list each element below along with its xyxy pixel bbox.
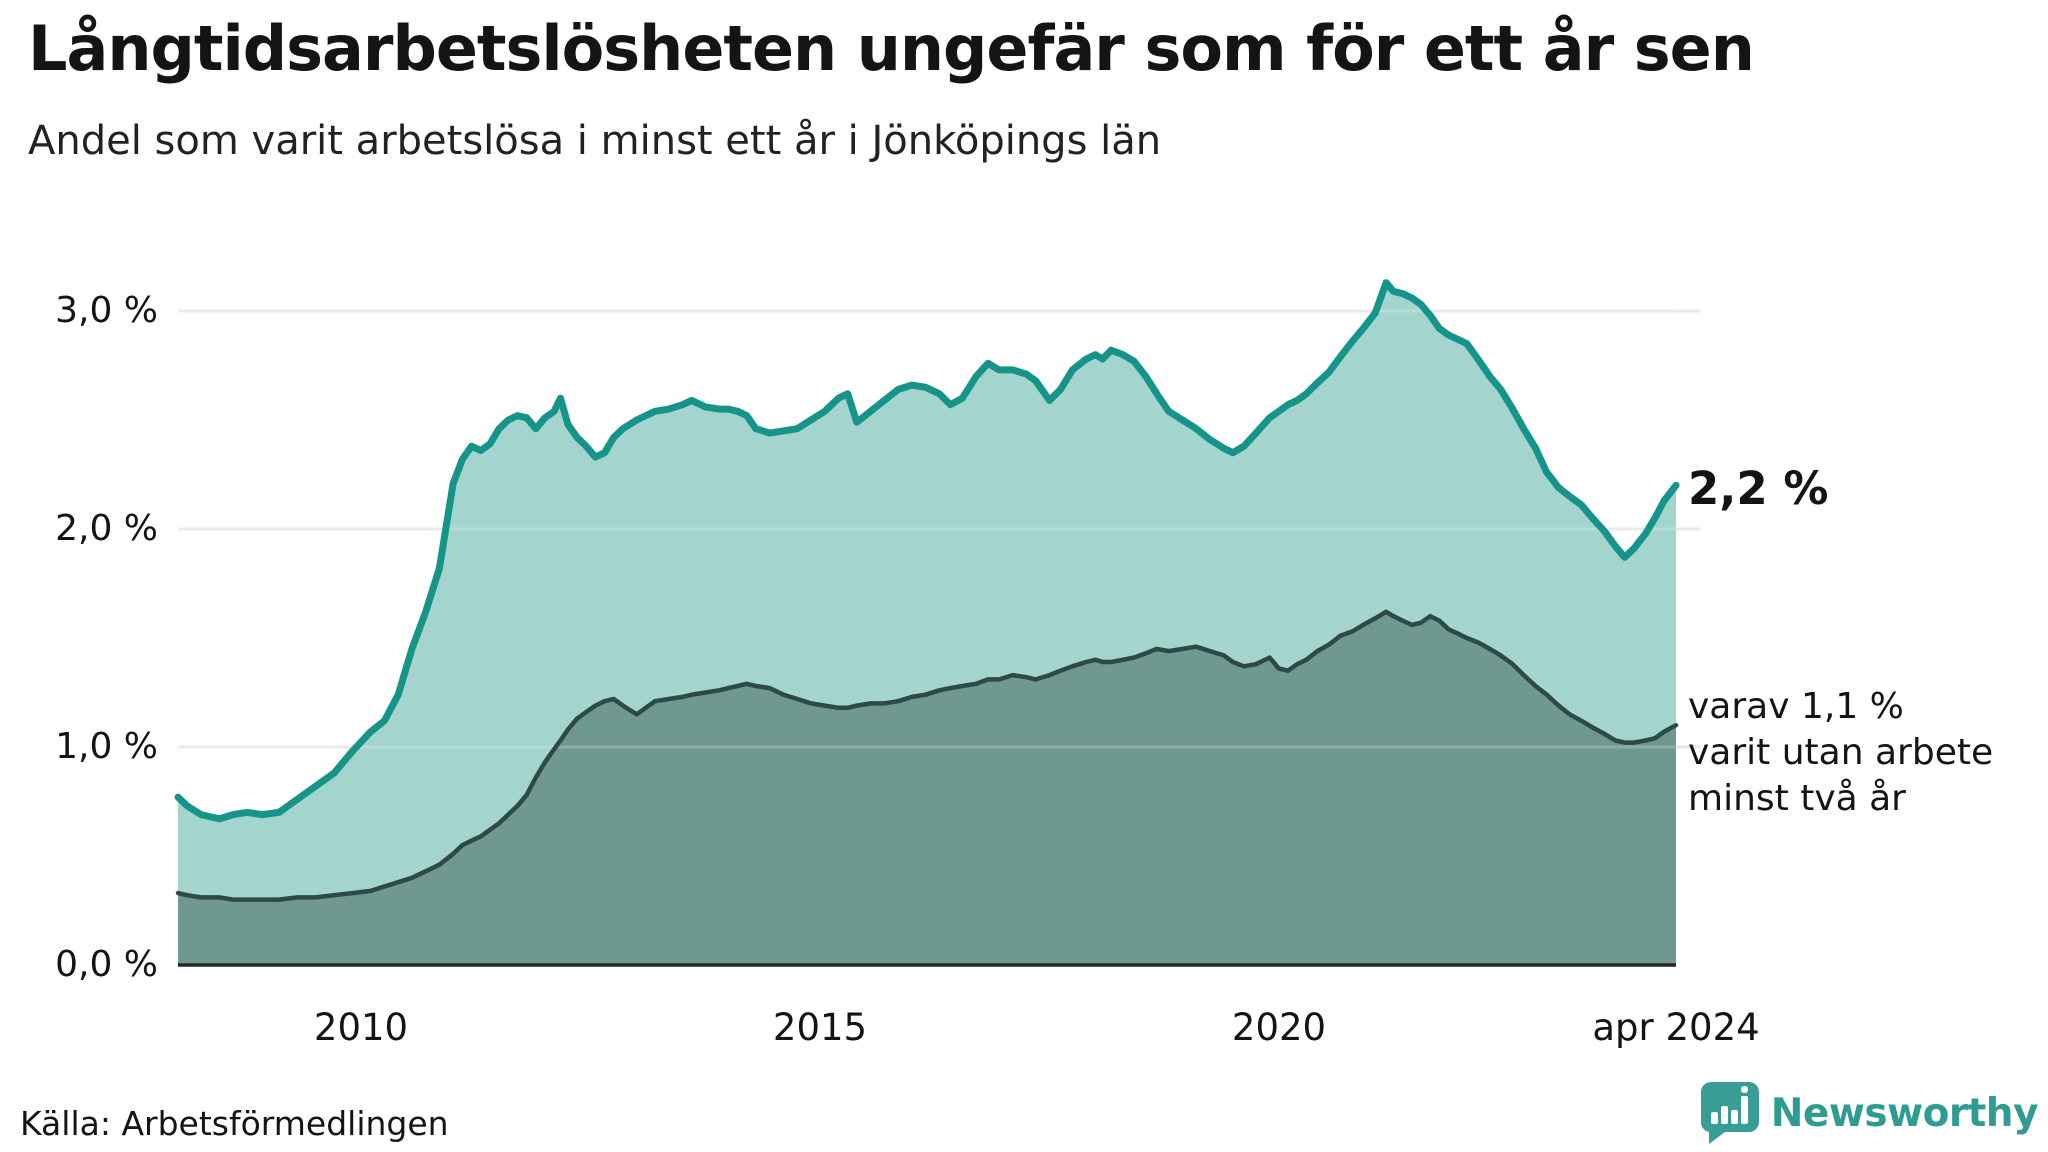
y-tick-label-0: 0,0 % — [55, 944, 158, 985]
chart-subtitle: Andel som varit arbetslösa i minst ett å… — [28, 118, 1162, 164]
x-tick-label-2015: 2015 — [772, 1006, 868, 1049]
page-title: Långtidsarbetslösheten ungefär som för e… — [28, 12, 1755, 85]
x-tick-label-2010: 2010 — [313, 1006, 409, 1049]
y-tick-label-3: 3,0 % — [55, 290, 158, 331]
series-annotation-line-3: minst två år — [1688, 778, 1906, 819]
series-annotation-line-2: varit utan arbete — [1688, 732, 1994, 773]
x-tick-label-apr-2024: apr 2024 — [1592, 1006, 1760, 1049]
newsworthy-bar-chart-bubble-icon — [1700, 1082, 1759, 1144]
logo-wordmark: Newsworthy — [1770, 1090, 2039, 1136]
source-note: Källa: Arbetsförmedlingen — [20, 1104, 449, 1143]
series-end-value-label: 2,2 % — [1688, 462, 1829, 515]
y-tick-label-2: 2,0 % — [55, 508, 158, 549]
x-tick-label-2020: 2020 — [1231, 1006, 1327, 1049]
y-tick-label-1: 1,0 % — [55, 726, 158, 767]
newsworthy-logo: Newsworthy — [1700, 1082, 2039, 1144]
series-annotation: varav 1,1 % varit utan arbete minst två … — [1688, 684, 1993, 822]
series-annotation-line-1: varav 1,1 % — [1688, 686, 1904, 727]
